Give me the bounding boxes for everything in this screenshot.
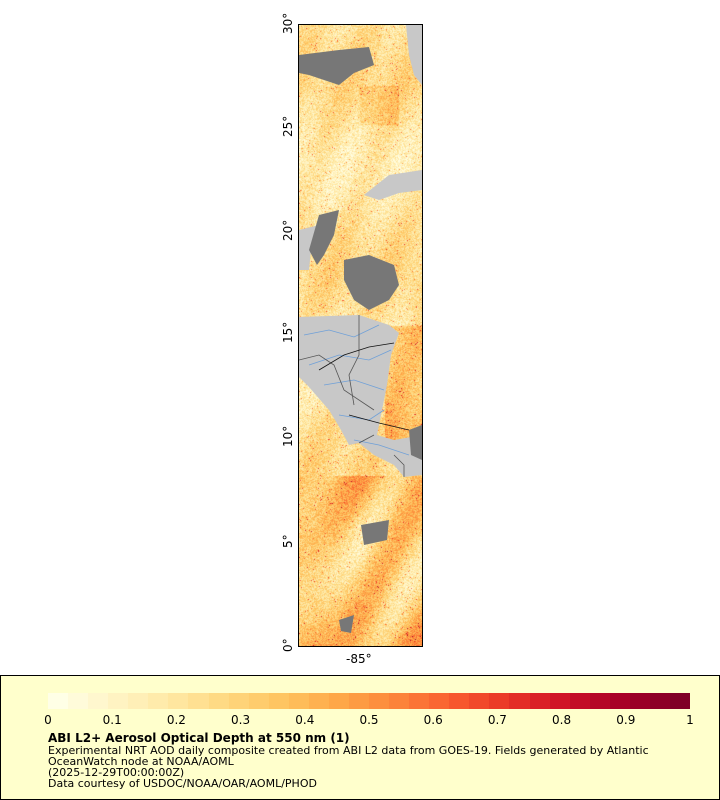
colorbar-swatch xyxy=(369,693,390,709)
colorbar-swatch xyxy=(669,693,690,709)
colorbar-tick-label: 0.8 xyxy=(552,713,572,727)
colorbar-tick-label: 0.6 xyxy=(423,713,443,727)
colorbar-swatch xyxy=(449,693,470,709)
legend-panel: 0 0.1 0.2 0.3 0.4 0.5 0.6 0.7 0.8 0.9 1 ABI L2+ Ae… xyxy=(0,675,720,800)
land-overlay xyxy=(299,25,422,633)
colorbar-swatch xyxy=(609,693,630,709)
colorbar-swatch xyxy=(108,693,129,709)
colorbar-swatch xyxy=(128,693,149,709)
colorbar-swatch xyxy=(88,693,109,709)
colorbar-swatch xyxy=(68,693,89,709)
y-tick-label: 25° xyxy=(281,115,295,137)
colorbar-swatch xyxy=(409,693,430,709)
colorbar-swatch xyxy=(509,693,530,709)
colorbar-swatch xyxy=(489,693,510,709)
colorbar-swatch xyxy=(168,693,189,709)
colorbar-swatch xyxy=(529,693,550,709)
colorbar-tick-label: 0.9 xyxy=(616,713,636,727)
y-tick-label: 20° xyxy=(281,219,295,241)
colorbar-tick-label: 0.2 xyxy=(166,713,186,727)
colorbar-tick-label: 0.5 xyxy=(359,713,379,727)
y-tick-label: 15° xyxy=(281,321,295,343)
aod-map[interactable] xyxy=(298,24,423,647)
colorbar-swatch xyxy=(268,693,289,709)
colorbar-swatch xyxy=(348,693,369,709)
land-florida xyxy=(406,25,422,85)
colorbar-swatch xyxy=(429,693,450,709)
colorbar-swatch xyxy=(228,693,249,709)
colorbar-tick-label: 0.3 xyxy=(231,713,251,727)
colorbar-swatch xyxy=(389,693,410,709)
y-tick-label: 10° xyxy=(281,425,295,447)
cloud-areas xyxy=(299,47,422,633)
legend-description: Experimental NRT AOD daily composite cre… xyxy=(48,744,649,757)
legend-time: (2025-12-29T00:00:00Z) xyxy=(48,766,185,779)
colorbar-swatch xyxy=(589,693,610,709)
colorbar-swatch xyxy=(208,693,229,709)
colorbar-tick-label: 0.1 xyxy=(102,713,122,727)
colorbar-swatch xyxy=(549,693,570,709)
colorbar-swatch xyxy=(248,693,269,709)
colorbar-swatch xyxy=(629,693,650,709)
y-tick-label: 5° xyxy=(281,534,295,548)
legend-description-2: OceanWatch node at NOAA/AOML xyxy=(48,755,234,768)
colorbar-swatch xyxy=(308,693,329,709)
legend-title: ABI L2+ Aerosol Optical Depth at 550 nm … xyxy=(48,731,350,745)
colorbar-tick-label: 1 xyxy=(686,713,694,727)
colorbar xyxy=(48,693,690,709)
colorbar-swatch xyxy=(148,693,169,709)
colorbar-tick-label: 0 xyxy=(44,713,52,727)
colorbar-swatch xyxy=(649,693,670,709)
colorbar-swatch xyxy=(328,693,349,709)
colorbar-swatch xyxy=(469,693,490,709)
colorbar-swatch xyxy=(48,693,69,709)
borders xyxy=(299,315,410,477)
land-central-america xyxy=(299,315,422,477)
colorbar-swatch xyxy=(569,693,590,709)
x-tick-label: -85° xyxy=(346,652,372,666)
colorbar-swatch xyxy=(288,693,309,709)
y-tick-label: 0° xyxy=(281,638,295,652)
colorbar-tick-label: 0.7 xyxy=(487,713,507,727)
colorbar-tick-label: 0.4 xyxy=(295,713,315,727)
colorbar-swatch xyxy=(188,693,209,709)
land-cuba xyxy=(364,170,422,200)
y-tick-label: 30° xyxy=(281,12,295,34)
legend-credit: Data courtesy of USDOC/NOAA/OAR/AOML/PHO… xyxy=(48,777,317,790)
